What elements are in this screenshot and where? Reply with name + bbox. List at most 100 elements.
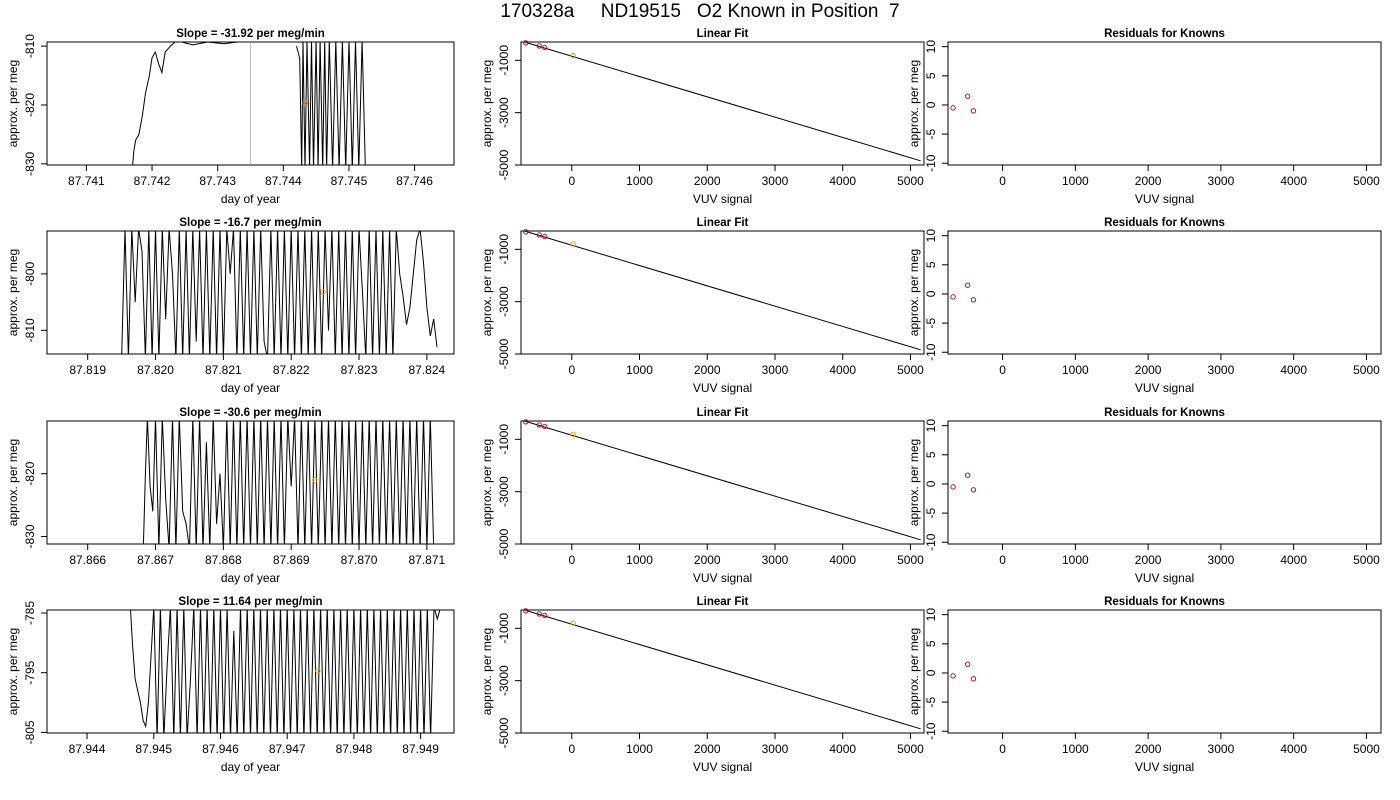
y-tick-label: 10 xyxy=(924,419,938,433)
x-tick-label: 87.946 xyxy=(202,742,239,756)
y-tick-label: -830 xyxy=(23,151,37,175)
x-tick-label: 87.822 xyxy=(273,363,310,377)
unknown-point xyxy=(315,668,321,674)
x-tick-label: 1000 xyxy=(626,363,653,377)
plot-frame xyxy=(947,41,1382,166)
known-point xyxy=(542,233,548,240)
residual-point xyxy=(964,472,971,478)
panel-title: Slope = -30.6 per meg/min xyxy=(179,407,321,419)
unknown-point xyxy=(570,241,576,247)
x-tick-label: 5000 xyxy=(1353,174,1380,188)
figure-title: 170328a ND19515 O2 Known in Position 7 xyxy=(500,1,900,22)
plot-frame xyxy=(947,420,1382,545)
x-tick-label: 3000 xyxy=(1208,363,1235,377)
known-point xyxy=(536,232,542,238)
x-axis-label: day of year xyxy=(221,381,280,395)
x-tick-label: 87.744 xyxy=(265,174,302,188)
x-axis-label: day of year xyxy=(221,571,280,585)
known-point xyxy=(523,419,529,425)
y-tick-label: -10 xyxy=(924,722,938,740)
unknown-point xyxy=(570,52,576,59)
y-axis-label: approx. per meg xyxy=(480,249,494,336)
y-axis-label: approx. per meg xyxy=(6,628,20,715)
y-axis-label: approx. per meg xyxy=(907,60,921,147)
y-tick-label: -820 xyxy=(23,461,37,485)
x-axis-label: VUV signal xyxy=(693,760,752,774)
x-tick-label: 2000 xyxy=(694,553,721,567)
known-point xyxy=(523,40,529,46)
x-tick-label: 87.746 xyxy=(396,174,433,188)
x-tick-label: 1000 xyxy=(1062,363,1089,377)
x-tick-label: 3000 xyxy=(1208,742,1235,756)
residual-point xyxy=(964,93,971,99)
signal-trace-line xyxy=(121,231,438,354)
residual-point xyxy=(950,105,956,111)
y-axis-label: approx. per meg xyxy=(907,439,921,526)
y-tick-label: -795 xyxy=(23,660,37,684)
x-axis-label: day of year xyxy=(221,760,280,774)
x-tick-label: 87.743 xyxy=(199,174,236,188)
y-tick-label: -800 xyxy=(23,262,37,286)
y-axis-label: approx. per meg xyxy=(907,628,921,715)
x-tick-label: 5000 xyxy=(1353,742,1380,756)
residual-point xyxy=(950,673,956,679)
residual-point xyxy=(970,487,977,493)
x-tick-label: 87.866 xyxy=(69,553,106,567)
x-tick-label: 87.741 xyxy=(68,174,105,188)
x-axis-label: VUV signal xyxy=(693,381,752,395)
residual-point xyxy=(964,661,971,667)
x-tick-label: 3000 xyxy=(762,742,789,756)
x-tick-label: 87.944 xyxy=(69,742,106,756)
x-tick-label: 87.819 xyxy=(69,363,106,377)
x-tick-label: 3000 xyxy=(762,363,789,377)
panel-title: Residuals for Knowns xyxy=(1104,28,1225,40)
unknown-point xyxy=(312,477,318,483)
x-tick-label: 2000 xyxy=(1135,553,1162,567)
y-tick-label: -5 xyxy=(924,128,938,139)
x-tick-label: 87.745 xyxy=(331,174,368,188)
x-axis-label: VUV signal xyxy=(1135,760,1194,774)
x-tick-label: 0 xyxy=(999,553,1006,567)
fit-line xyxy=(524,420,921,541)
known-point xyxy=(536,422,542,428)
x-tick-label: 87.868 xyxy=(205,553,242,567)
plot-frame xyxy=(947,609,1382,734)
x-tick-label: 87.945 xyxy=(135,742,172,756)
y-tick-label: -810 xyxy=(23,318,37,342)
plot-frame xyxy=(520,41,925,166)
y-tick-label: -5 xyxy=(924,507,938,518)
panel-title: Slope = -31.92 per meg/min xyxy=(176,28,325,40)
unknown-point xyxy=(570,431,576,438)
y-tick-label: 10 xyxy=(924,608,938,622)
y-tick-label: 0 xyxy=(924,480,938,487)
y-tick-label: -805 xyxy=(23,720,37,744)
y-tick-label: -10 xyxy=(924,343,938,361)
x-tick-label: 4000 xyxy=(829,742,856,756)
x-tick-label: 87.867 xyxy=(137,553,174,567)
x-tick-label: 3000 xyxy=(1208,553,1235,567)
x-tick-label: 2000 xyxy=(694,174,721,188)
plot-frame xyxy=(46,230,455,355)
y-axis-label: approx. per meg xyxy=(907,249,921,336)
y-axis-label: approx. per meg xyxy=(480,628,494,715)
y-tick-label: 10 xyxy=(924,229,938,243)
y-tick-label: -830 xyxy=(23,524,37,548)
x-tick-label: 5000 xyxy=(897,174,924,188)
x-tick-label: 87.949 xyxy=(402,742,439,756)
y-axis-label: approx. per meg xyxy=(480,439,494,526)
y-tick-label: -3000 xyxy=(497,665,511,696)
plot-frame xyxy=(520,230,925,355)
y-tick-label: -5000 xyxy=(497,149,511,180)
x-tick-label: 0 xyxy=(568,553,575,567)
known-point xyxy=(523,229,529,235)
signal-trace-line xyxy=(132,42,251,165)
y-tick-label: -10 xyxy=(924,533,938,551)
y-tick-label: -3000 xyxy=(497,476,511,507)
known-point xyxy=(542,44,548,51)
x-tick-label: 5000 xyxy=(897,553,924,567)
x-tick-label: 3000 xyxy=(762,174,789,188)
x-tick-label: 1000 xyxy=(1062,742,1089,756)
y-tick-label: 0 xyxy=(924,101,938,108)
x-tick-label: 87.821 xyxy=(205,363,242,377)
unknown-point xyxy=(320,289,326,295)
